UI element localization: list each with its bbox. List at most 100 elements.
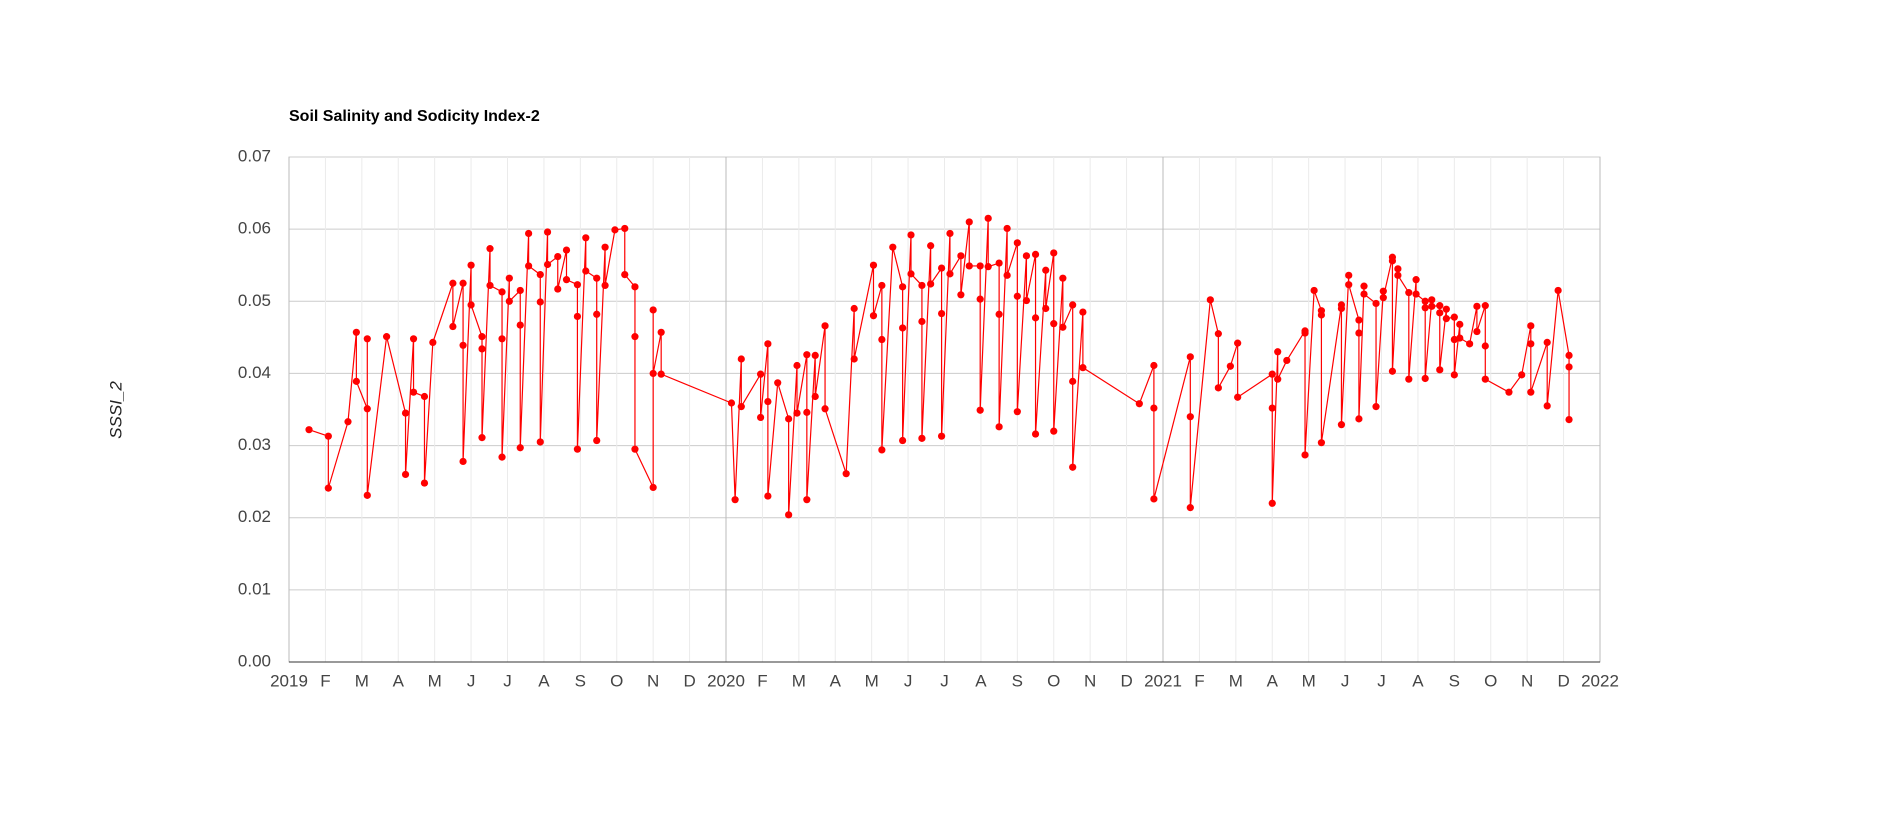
data-point [976,262,984,270]
data-point [1473,302,1481,310]
data-point [536,270,544,279]
data-point [1421,297,1429,305]
data-point [1268,499,1276,507]
x-tick-label: M [428,671,442,690]
data-point [821,405,829,413]
data-point [429,338,437,347]
x-tick-label: J [1341,671,1350,690]
x-tick-label: A [1267,671,1279,690]
data-point [1405,289,1413,297]
data-point [516,286,524,295]
data-point [1379,287,1387,295]
data-point [324,484,332,492]
x-tick-label: M [865,671,879,690]
x-tick-label: S [1012,671,1023,690]
data-point [363,405,371,413]
data-point [785,415,793,423]
data-point [1031,430,1040,438]
data-point [1518,371,1526,379]
x-tick-label: A [1412,671,1424,690]
data-point [1436,366,1444,374]
data-point [1150,495,1158,503]
data-point [976,406,984,414]
data-point [1274,348,1282,356]
data-point [850,304,858,313]
x-tick-label: F [320,671,330,690]
data-point [478,345,486,353]
data-point [1214,330,1222,338]
data-point [811,351,819,359]
data-point [516,321,524,329]
data-point [821,322,829,330]
x-tick-label: J [940,671,949,690]
data-point [573,281,582,289]
data-point [946,270,954,278]
data-point [621,224,629,233]
data-point [764,340,772,348]
data-point [409,388,418,396]
data-point [927,242,935,250]
data-point [984,214,992,222]
x-tick-label: S [575,671,586,690]
data-point [1554,286,1562,295]
data-point [498,288,506,296]
data-point [1421,304,1429,312]
data-point [1031,250,1040,258]
data-point [1450,313,1458,321]
data-point [1372,299,1380,308]
data-point [631,445,639,453]
data-point [1274,375,1282,383]
data-point [621,270,629,279]
data-point [582,234,590,242]
data-point [1473,327,1481,336]
data-point [727,399,736,407]
data-point [449,279,457,287]
data-point [1442,305,1450,313]
data-point [525,262,533,270]
data-point [1059,274,1067,282]
data-point [1268,404,1276,412]
data-point [1317,439,1326,447]
data-point [1450,371,1458,379]
data-point [1394,265,1402,273]
x-tick-label: D [1557,671,1569,690]
data-point [420,392,429,401]
data-point [498,453,506,461]
x-tick-label: M [1302,671,1316,690]
data-point [793,361,801,370]
data-point [1355,329,1363,337]
x-tick-label: J [467,671,476,690]
data-point [737,355,745,363]
data-point [344,418,352,426]
data-point [878,335,886,344]
data-point [764,492,772,500]
data-point [1042,266,1050,274]
data-point [363,491,371,499]
data-point [593,310,601,318]
data-point [593,274,601,282]
y-tick-label: 0.00 [238,651,271,670]
data-point [946,229,954,238]
data-point [543,228,552,236]
data-point [486,281,494,290]
data-point [467,301,475,309]
data-point [1069,463,1077,471]
data-point [899,324,907,332]
data-point [1450,335,1458,344]
data-point [1421,374,1429,383]
x-tick-label: F [1194,671,1204,690]
data-point [631,333,639,341]
data-point [536,298,544,306]
data-point [459,457,467,466]
data-point [899,436,907,445]
data-point [937,309,946,318]
data-point [1388,257,1397,265]
data-point [1013,408,1021,416]
x-tick-label: J [1377,671,1386,690]
data-point [1234,339,1242,347]
y-tick-label: 0.04 [238,363,271,382]
data-point [1428,302,1436,310]
x-tick-label: 2021 [1144,671,1182,690]
data-point [1345,281,1353,289]
x-tick-label: S [1449,671,1460,690]
